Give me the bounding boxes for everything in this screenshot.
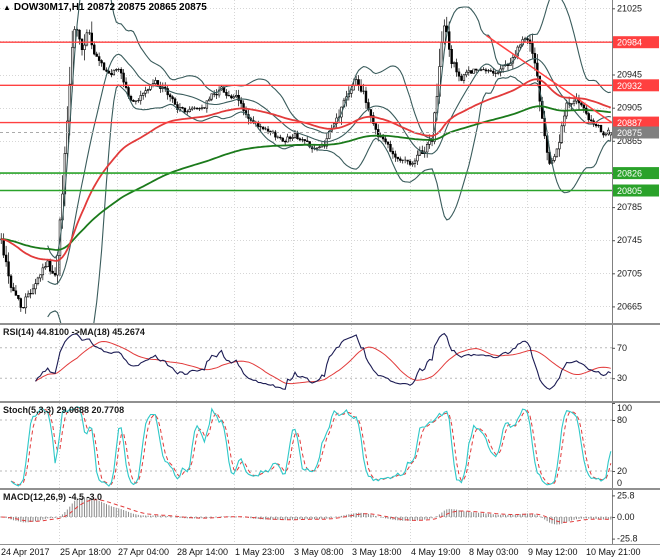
rsi-axis-label: 70	[617, 343, 627, 353]
stoch-axis-label: 20	[617, 466, 627, 476]
macd-label: MACD(12,26,9) -4.5 -3.0	[3, 492, 103, 502]
price-tick-label: 21025	[617, 3, 642, 13]
candles-layer	[0, 16, 612, 314]
rsi-ma-line[interactable]	[35, 340, 611, 385]
time-label: 25 Apr 18:00	[60, 547, 112, 557]
stochastic-label: Stoch(5,3,3) 29.0688 20.7708	[3, 405, 125, 415]
price-tick-label: 20785	[617, 202, 642, 212]
support-levels[interactable]	[0, 172, 612, 192]
price-tick-label: 20945	[617, 70, 642, 80]
stoch-axis-label: 80	[617, 415, 627, 425]
price-tick-label: 20705	[617, 268, 642, 278]
stoch-axis-label: 0	[617, 478, 622, 488]
time-axis[interactable]: 24 Apr 2017 25 Apr 18:00 27 Apr 04:00 28 Ap…	[0, 545, 660, 560]
main-grid	[59, 0, 586, 323]
time-label: 27 Apr 04:00	[118, 547, 170, 557]
chart-marker-icon: ▲	[3, 3, 11, 12]
time-label: 9 May 12:00	[528, 547, 578, 557]
time-label: 4 May 19:00	[411, 547, 461, 557]
price-level-text: 20887	[617, 118, 642, 128]
price-level-label-resistance[interactable]: 20984	[613, 36, 659, 49]
ma-fast-line[interactable]	[0, 78, 612, 262]
price-level-text: 20826	[617, 169, 642, 179]
time-label: 3 May 18:00	[352, 547, 402, 557]
stochastic-canvas[interactable]: 100 80 20 0	[0, 403, 660, 488]
stoch-main-line[interactable]	[10, 406, 612, 487]
price-level-label-support[interactable]: 20826	[613, 167, 659, 180]
price-level-label-support[interactable]: 20805	[613, 184, 659, 197]
trendline[interactable]	[486, 34, 613, 124]
price-level-text: 20805	[617, 186, 642, 196]
macd-signal-line[interactable]	[1, 499, 611, 523]
time-label: 8 May 03:00	[469, 547, 519, 557]
panel-separator-rsi[interactable]	[0, 323, 660, 325]
stoch-price-axis[interactable]: 100 80 20 0	[612, 403, 660, 488]
price-level-text: 20875	[617, 128, 642, 138]
rsi-price-axis[interactable]: 70 30	[612, 325, 660, 401]
ma-slow-line[interactable]	[1, 105, 611, 251]
panel-separator-stoch[interactable]	[0, 401, 660, 403]
time-label: 28 Apr 14:00	[177, 547, 229, 557]
panel-separator-macd[interactable]	[0, 488, 660, 490]
chart-symbol-label: DOW30M17,H1	[13, 2, 85, 13]
price-level-label-resistance[interactable]: 20887	[613, 116, 659, 129]
rsi-line[interactable]	[35, 332, 612, 390]
macd-canvas[interactable]: 25.8 0.00 -25.8	[0, 490, 660, 544]
time-label: 3 May 08:00	[294, 547, 344, 557]
time-axis-separator	[0, 544, 660, 545]
macd-axis-label: -25.8	[617, 534, 638, 544]
macd-axis-label: 0.00	[617, 512, 635, 522]
price-tick-label: 20865	[617, 136, 642, 146]
price-level-text: 20984	[617, 38, 642, 48]
price-level-label-current[interactable]: 20875	[613, 126, 659, 139]
rsi-axis-label: 30	[617, 373, 627, 383]
rsi-canvas[interactable]: 70 30	[0, 325, 660, 401]
price-tick-label: 20745	[617, 235, 642, 245]
chart-title: ▲ DOW30M17,H1 20872 20875 20865 20875	[3, 2, 207, 13]
time-label: 10 May 21:00	[586, 547, 641, 557]
main-hgrid	[0, 8, 612, 307]
bollinger-bands[interactable]	[47, 0, 612, 323]
main-price-axis[interactable]: 2102520985209452090520865208252078520745…	[612, 0, 660, 323]
chart-ohlc-values: 20872 20875 20865 20875	[87, 2, 207, 13]
macd-axis-label: 25.8	[617, 490, 635, 500]
main-chart-panel: 2102520985209452090520865208252078520745…	[0, 0, 660, 323]
macd-panel: 25.8 0.00 -25.8 MACD(12,26,9) -4.5 -3.0	[0, 490, 660, 544]
macd-price-axis[interactable]: 25.8 0.00 -25.8	[612, 490, 660, 544]
stoch-signal-line[interactable]	[10, 407, 612, 486]
stoch-axis-label: 100	[617, 403, 632, 413]
price-tick-label: 20665	[617, 301, 642, 311]
price-tick-label: 20905	[617, 103, 642, 113]
price-level-label-resistance[interactable]: 20932	[613, 79, 659, 92]
resistance-levels[interactable]	[0, 41, 612, 124]
rsi-label: RSI(14) 44.8100 ->MA(18) 45.2674	[3, 327, 145, 337]
time-label: 1 May 23:00	[235, 547, 285, 557]
stochastic-panel: 100 80 20 0 Stoch(5,3,3) 29.0688 20.7708	[0, 403, 660, 488]
rsi-panel: 70 30 RSI(14) 44.8100 ->MA(18) 45.2674	[0, 325, 660, 401]
main-chart-canvas[interactable]: 2102520985209452090520865208252078520745…	[0, 0, 660, 323]
time-label: 24 Apr 2017	[1, 547, 50, 557]
price-level-text: 20932	[617, 81, 642, 91]
